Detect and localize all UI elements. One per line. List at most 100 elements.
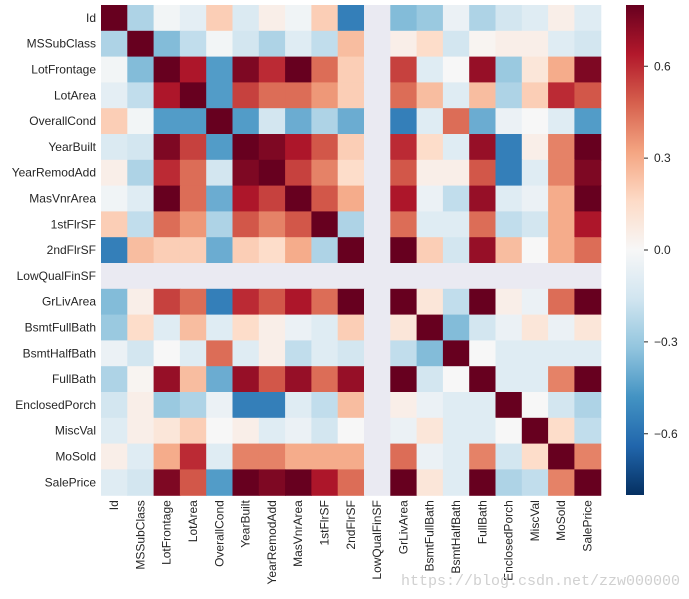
heatmap-cell — [521, 134, 549, 161]
heatmap-cell — [495, 469, 523, 496]
colorbar — [626, 5, 644, 495]
heatmap-cell — [258, 263, 286, 290]
heatmap-cell — [574, 134, 602, 161]
heatmap-cell — [469, 237, 497, 264]
heatmap-cell — [416, 185, 444, 212]
heatmap-cell — [232, 82, 260, 109]
colorbar-tick-label: −0.3 — [654, 335, 678, 349]
heatmap-cell — [337, 288, 365, 316]
heatmap-cell — [390, 314, 418, 341]
heatmap-cell — [311, 82, 339, 109]
heatmap-cell — [364, 288, 391, 316]
heatmap-cell — [337, 108, 365, 135]
heatmap-cell — [416, 392, 444, 419]
heatmap-cell — [153, 30, 181, 58]
heatmap-cell — [285, 443, 312, 470]
heatmap-cell — [337, 237, 365, 264]
heatmap-cell — [337, 5, 365, 32]
heatmap-cell — [548, 5, 575, 32]
heatmap-cell — [153, 469, 181, 496]
heatmap-cell — [364, 263, 391, 290]
heatmap-cell — [311, 340, 339, 367]
heatmap-cell — [311, 56, 339, 83]
heatmap-cell — [574, 30, 602, 58]
heatmap-cell — [521, 159, 549, 187]
heatmap-cell — [364, 366, 391, 393]
heatmap-cell — [574, 469, 602, 496]
heatmap-cell — [364, 314, 391, 341]
heatmap-cell — [548, 30, 575, 58]
heatmap-cell — [258, 288, 286, 316]
heatmap-cell — [153, 288, 181, 316]
heatmap-cell — [442, 185, 470, 212]
heatmap-cell — [179, 30, 207, 58]
x-tick-label: SalePrice — [581, 500, 595, 552]
heatmap-cell — [258, 185, 286, 212]
heatmap-cell — [206, 211, 234, 238]
heatmap-cell — [495, 82, 523, 109]
heatmap-cell — [127, 82, 155, 109]
heatmap-cell — [521, 443, 549, 470]
heatmap-cell — [232, 56, 260, 83]
heatmap-cell — [311, 108, 339, 135]
heatmap-cell — [258, 366, 286, 393]
heatmap-cell — [548, 263, 575, 290]
heatmap-cell — [364, 5, 391, 32]
heatmap-cell — [364, 185, 391, 212]
heatmap-cell — [285, 82, 312, 109]
heatmap-cell — [416, 211, 444, 238]
x-tick-label: 2ndFlrSF — [344, 500, 358, 549]
heatmap-cell — [232, 314, 260, 341]
heatmap-cell — [127, 185, 155, 212]
x-tick-label: LotArea — [186, 500, 200, 542]
heatmap-cell — [521, 30, 549, 58]
heatmap-cell — [311, 469, 339, 496]
heatmap-cell — [232, 134, 260, 161]
heatmap-cell — [179, 443, 207, 470]
heatmap-cell — [390, 237, 418, 264]
heatmap-cell — [179, 159, 207, 187]
heatmap-cell — [521, 263, 549, 290]
heatmap-cell — [469, 30, 497, 58]
heatmap-cell — [574, 288, 602, 316]
heatmap-cell — [442, 469, 470, 496]
heatmap-cell — [574, 159, 602, 187]
heatmap-cell — [258, 134, 286, 161]
heatmap-cell — [232, 340, 260, 367]
heatmap-cell — [101, 417, 128, 445]
heatmap-cell — [574, 185, 602, 212]
heatmap-cell — [390, 263, 418, 290]
heatmap-cell — [232, 159, 260, 187]
heatmap-cell — [390, 340, 418, 367]
heatmap-cell — [548, 56, 575, 83]
heatmap-cell — [495, 5, 523, 32]
heatmap-cell — [127, 263, 155, 290]
heatmap-cell — [442, 108, 470, 135]
heatmap-cell — [232, 392, 260, 419]
heatmap-cell — [416, 443, 444, 470]
heatmap-cell — [179, 5, 207, 32]
heatmap-cell — [390, 5, 418, 32]
heatmap-cell — [416, 417, 444, 445]
heatmap-cell — [153, 340, 181, 367]
heatmap-cell — [442, 5, 470, 32]
heatmap-cell — [337, 134, 365, 161]
heatmap-cell — [206, 288, 234, 316]
heatmap-cell — [206, 392, 234, 419]
heatmap-cell — [495, 366, 523, 393]
heatmap-cell — [521, 417, 549, 445]
heatmap-cell — [179, 56, 207, 83]
heatmap-cell — [285, 237, 312, 264]
heatmap-cell — [469, 56, 497, 83]
y-tick-label: LotArea — [54, 88, 96, 102]
heatmap-cell — [153, 263, 181, 290]
heatmap-cell — [337, 443, 365, 470]
heatmap-cell — [179, 288, 207, 316]
heatmap-cell — [416, 5, 444, 32]
y-tick-label: YearRemodAdd — [12, 166, 96, 180]
heatmap-cell — [101, 263, 128, 290]
x-tick-label: GrLivArea — [396, 500, 410, 554]
y-tick-label: EnclosedPorch — [15, 398, 96, 412]
heatmap-cell — [416, 134, 444, 161]
x-tick-label: MSSubClass — [133, 500, 147, 569]
